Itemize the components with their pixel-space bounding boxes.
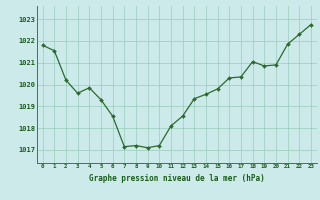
X-axis label: Graphe pression niveau de la mer (hPa): Graphe pression niveau de la mer (hPa): [89, 174, 265, 183]
